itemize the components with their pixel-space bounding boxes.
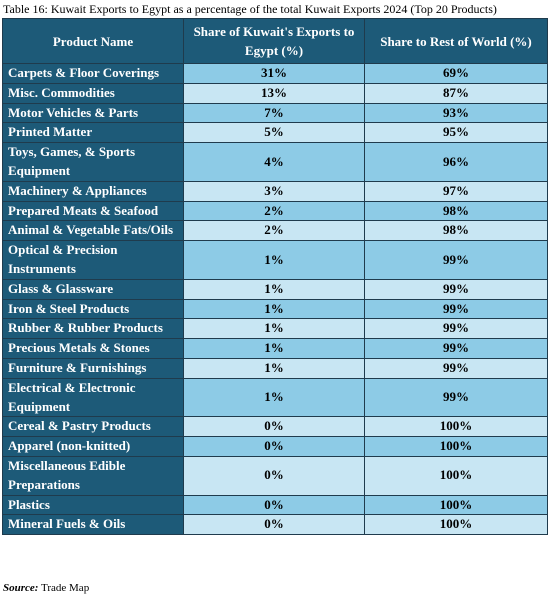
- share-egypt-cell: 0%: [183, 436, 365, 457]
- share-rest-cell: 100%: [364, 455, 548, 496]
- share-egypt-cell: 1%: [183, 278, 365, 300]
- share-egypt-cell: 0%: [183, 416, 365, 438]
- product-name-cell: Apparel (non-knitted): [2, 436, 184, 457]
- table-row: Apparel (non-knitted) 0% 100%: [2, 436, 548, 457]
- share-rest-cell: 87%: [364, 82, 548, 104]
- product-name-cell: Motor Vehicles & Parts: [2, 102, 184, 124]
- table-row: Precious Metals & Stones 1% 99%: [2, 338, 548, 359]
- table-row: Printed Matter 5% 95%: [2, 122, 548, 144]
- table-row: Toys, Games, & Sports Equipment 4% 96%: [2, 142, 548, 182]
- table-row: Rubber & Rubber Products 1% 99%: [2, 318, 548, 340]
- product-name-cell: Precious Metals & Stones: [2, 338, 184, 359]
- table-row: Machinery & Appliances 3% 97%: [2, 180, 548, 202]
- share-rest-cell: 99%: [364, 298, 548, 320]
- share-rest-cell: 100%: [364, 416, 548, 438]
- share-rest-cell: 99%: [364, 377, 548, 418]
- share-egypt-cell: 1%: [183, 377, 365, 418]
- share-rest-cell: 69%: [364, 63, 548, 84]
- share-rest-cell: 98%: [364, 200, 548, 222]
- product-name-cell: Optical & Precision Instruments: [2, 240, 184, 280]
- product-name-cell: Electrical & Electronic Equipment: [2, 377, 184, 418]
- share-egypt-cell: 3%: [183, 180, 365, 202]
- share-egypt-cell: 1%: [183, 357, 365, 379]
- table-row: Motor Vehicles & Parts 7% 93%: [2, 102, 548, 124]
- share-rest-cell: 93%: [364, 102, 548, 124]
- product-name-cell: Prepared Meats & Seafood: [2, 200, 184, 222]
- table-body: Carpets & Floor Coverings 31% 69% Misc. Com…: [2, 63, 548, 536]
- product-name-cell: Rubber & Rubber Products: [2, 318, 184, 340]
- share-egypt-cell: 1%: [183, 318, 365, 340]
- source-label: Source:: [3, 582, 39, 594]
- share-rest-cell: 100%: [364, 514, 548, 536]
- share-rest-cell: 96%: [364, 142, 548, 182]
- share-egypt-cell: 0%: [183, 514, 365, 536]
- table-row: Glass & Glassware 1% 99%: [2, 278, 548, 300]
- table-row: Animal & Vegetable Fats/Oils 2% 98%: [2, 220, 548, 242]
- share-rest-header: Share to Rest of World (%): [364, 18, 548, 64]
- product-name-cell: Misc. Commodities: [2, 82, 184, 104]
- share-egypt-cell: 2%: [183, 220, 365, 242]
- product-name-header: Product Name: [2, 18, 184, 64]
- share-egypt-cell: 13%: [183, 82, 365, 104]
- product-name-cell: Furniture & Furnishings: [2, 357, 184, 379]
- share-egypt-cell: 1%: [183, 338, 365, 359]
- share-egypt-cell: 0%: [183, 455, 365, 496]
- share-egypt-cell: 31%: [183, 63, 365, 84]
- table-row: Carpets & Floor Coverings 31% 69%: [2, 63, 548, 84]
- table-row: Misc. Commodities 13% 87%: [2, 82, 548, 104]
- product-name-cell: Toys, Games, & Sports Equipment: [2, 142, 184, 182]
- share-rest-cell: 98%: [364, 220, 548, 242]
- share-rest-cell: 99%: [364, 318, 548, 340]
- product-name-cell: Miscellaneous Edible Preparations: [2, 455, 184, 496]
- share-egypt-cell: 4%: [183, 142, 365, 182]
- product-name-cell: Animal & Vegetable Fats/Oils: [2, 220, 184, 242]
- share-egypt-cell: 0%: [183, 494, 365, 516]
- header-row: Product Name Share of Kuwait's Exports t…: [2, 18, 548, 64]
- share-rest-cell: 99%: [364, 278, 548, 300]
- share-rest-cell: 100%: [364, 494, 548, 516]
- table-row: Iron & Steel Products 1% 99%: [2, 298, 548, 320]
- table-row: Optical & Precision Instruments 1% 99%: [2, 240, 548, 280]
- table-row: Cereal & Pastry Products 0% 100%: [2, 416, 548, 438]
- source-note: Source: Trade Map: [3, 582, 89, 594]
- product-name-cell: Printed Matter: [2, 122, 184, 144]
- share-egypt-header: Share of Kuwait's Exports to Egypt (%): [183, 18, 365, 64]
- product-name-cell: Glass & Glassware: [2, 278, 184, 300]
- share-egypt-cell: 7%: [183, 102, 365, 124]
- share-rest-cell: 95%: [364, 122, 548, 144]
- table-row: Electrical & Electronic Equipment 1% 99%: [2, 377, 548, 418]
- table-row: Miscellaneous Edible Preparations 0% 100%: [2, 455, 548, 496]
- share-egypt-cell: 1%: [183, 240, 365, 280]
- product-name-cell: Iron & Steel Products: [2, 298, 184, 320]
- share-egypt-cell: 2%: [183, 200, 365, 222]
- table-row: Prepared Meats & Seafood 2% 98%: [2, 200, 548, 222]
- share-rest-cell: 97%: [364, 180, 548, 202]
- exports-table: Product Name Share of Kuwait's Exports t…: [2, 18, 548, 536]
- table-caption: Table 16: Kuwait Exports to Egypt as a p…: [3, 2, 497, 16]
- table-row: Furniture & Furnishings 1% 99%: [2, 357, 548, 379]
- share-egypt-cell: 1%: [183, 298, 365, 320]
- share-rest-cell: 99%: [364, 338, 548, 359]
- product-name-cell: Mineral Fuels & Oils: [2, 514, 184, 536]
- product-name-cell: Machinery & Appliances: [2, 180, 184, 202]
- share-rest-cell: 100%: [364, 436, 548, 457]
- share-egypt-cell: 5%: [183, 122, 365, 144]
- share-rest-cell: 99%: [364, 357, 548, 379]
- product-name-cell: Carpets & Floor Coverings: [2, 63, 184, 84]
- source-text: Trade Map: [41, 582, 90, 594]
- product-name-cell: Plastics: [2, 494, 184, 516]
- share-rest-cell: 99%: [364, 240, 548, 280]
- table-row: Plastics 0% 100%: [2, 494, 548, 516]
- product-name-cell: Cereal & Pastry Products: [2, 416, 184, 438]
- table-row: Mineral Fuels & Oils 0% 100%: [2, 514, 548, 536]
